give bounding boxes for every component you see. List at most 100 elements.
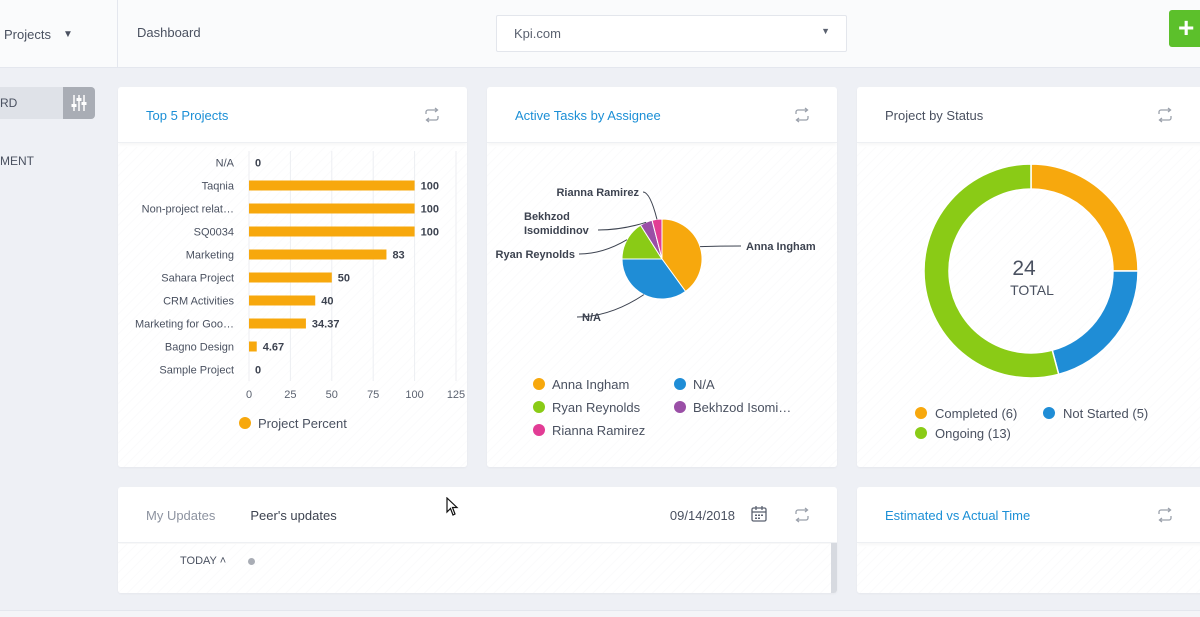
site-select[interactable]: Kpi.com ▼ xyxy=(496,15,847,52)
legend-marker[interactable] xyxy=(674,378,686,390)
bar[interactable] xyxy=(249,226,415,237)
card-title: Project by Status xyxy=(885,108,984,123)
today-label: TODAY xyxy=(180,555,217,567)
pie-slice-label: Bekhzod Isomiddinov xyxy=(524,211,590,237)
top5-bar-chart: 0 25 50 75 100 125 N/A 0 Taqnia 100 Non-project re… xyxy=(135,151,465,431)
assignee-pie-chart: Anna Ingham N/A Ryan Reynolds Bekhzod Isomid… xyxy=(496,187,816,438)
pie-leader-line xyxy=(578,239,628,255)
refresh-icon[interactable] xyxy=(423,106,441,124)
tab-my-updates[interactable]: My Updates xyxy=(146,508,216,523)
bar[interactable] xyxy=(249,249,387,260)
legend-label[interactable]: Anna Ingham xyxy=(552,377,629,392)
date-field[interactable]: 09/14/2018 xyxy=(669,508,735,523)
project-selector[interactable]: Projects ▼ xyxy=(0,0,118,68)
pie-leader-line xyxy=(576,294,645,318)
bar[interactable] xyxy=(249,295,316,306)
card-body xyxy=(857,547,1200,593)
refresh-icon[interactable] xyxy=(1156,106,1174,124)
bar[interactable] xyxy=(249,180,415,191)
legend-marker[interactable] xyxy=(533,424,545,436)
bar[interactable] xyxy=(249,272,332,283)
bar[interactable] xyxy=(249,318,306,329)
bar-value-label: 100 xyxy=(421,181,439,193)
legend-label[interactable]: Not Started (5) xyxy=(1063,406,1148,421)
bar-value-label: 4.67 xyxy=(263,342,284,354)
pie-slice-label: Ryan Reynolds xyxy=(496,249,575,261)
legend-marker[interactable] xyxy=(1043,407,1055,419)
card-body: Anna Ingham N/A Ryan Reynolds Bekhzod Isomid… xyxy=(487,147,837,467)
x-tick-label: 125 xyxy=(447,389,465,401)
sidebar-dashboard-label: RD xyxy=(0,96,18,110)
pie-slice[interactable] xyxy=(621,258,687,300)
legend-marker[interactable] xyxy=(533,378,545,390)
legend-label[interactable]: Project Percent xyxy=(258,416,347,431)
pie-slice-label: Anna Ingham xyxy=(746,241,816,253)
donut-segment[interactable] xyxy=(1051,270,1139,376)
refresh-icon[interactable] xyxy=(793,506,811,524)
tab-peers-updates[interactable]: Peer's updates xyxy=(250,508,337,523)
legend-label[interactable]: Completed (6) xyxy=(935,406,1017,421)
legend-marker[interactable] xyxy=(915,407,927,419)
bar[interactable] xyxy=(249,203,415,214)
sliders-icon[interactable] xyxy=(63,87,95,119)
pie-slice-label: Rianna Ramirez xyxy=(556,187,639,199)
bar-value-label: 100 xyxy=(421,204,439,216)
card-header: Active Tasks by Assignee xyxy=(487,87,837,143)
pie-leader-line xyxy=(700,245,742,248)
breadcrumb[interactable]: Dashboard xyxy=(137,25,201,40)
donut-segment[interactable] xyxy=(923,163,1060,379)
card-body: Completed (6) Not Started (5) Ongoing (13)… xyxy=(857,147,1200,467)
chevron-down-icon: ▼ xyxy=(62,28,73,40)
card-header: My Updates Peer's updates 09/14/2018 xyxy=(118,487,837,543)
footer-strip xyxy=(0,610,1200,617)
category-label: Sahara Project xyxy=(161,273,234,285)
category-label: Sample Project xyxy=(159,365,234,377)
project-selector-label: Projects xyxy=(4,26,51,42)
sidebar-item[interactable]: MENT xyxy=(0,154,34,168)
today-toggle[interactable]: TODAY ˄ xyxy=(180,555,226,567)
bar-value-label: 83 xyxy=(392,250,404,262)
legend-label[interactable]: Rianna Ramirez xyxy=(552,423,645,438)
donut-total-value: 24 xyxy=(1012,257,1036,280)
bar[interactable] xyxy=(249,341,257,352)
add-button[interactable]: + xyxy=(1169,10,1200,47)
x-tick-label: 25 xyxy=(284,389,296,401)
card-title[interactable]: Active Tasks by Assignee xyxy=(515,108,661,123)
category-label: Marketing for Goo… xyxy=(135,319,234,331)
scrollbar[interactable] xyxy=(831,543,837,593)
category-label: Non-project relat… xyxy=(142,204,234,216)
legend-label[interactable]: N/A xyxy=(693,377,715,392)
updates-body: TODAY ˄ xyxy=(118,544,837,593)
calendar-icon[interactable] xyxy=(750,505,768,523)
pie-slice-label: N/A xyxy=(582,312,601,324)
bar-value-label: 100 xyxy=(421,227,439,239)
chevron-up-icon: ˄ xyxy=(219,555,227,567)
card-body: 0 25 50 75 100 125 N/A 0 Taqnia 100 Non-project re… xyxy=(118,147,467,467)
active-tasks-card: Active Tasks by Assignee Anna Ingham N/A R… xyxy=(487,87,837,467)
category-label: Bagno Design xyxy=(165,342,234,354)
pie-leader-line xyxy=(597,221,647,231)
legend-marker[interactable] xyxy=(533,401,545,413)
donut-total-label: TOTAL xyxy=(1010,282,1054,298)
card-title[interactable]: Top 5 Projects xyxy=(146,108,229,123)
chevron-down-icon: ▼ xyxy=(821,26,830,36)
project-status-card: Project by Status Completed (6) Not Start… xyxy=(857,87,1200,467)
legend-marker[interactable] xyxy=(915,427,927,439)
card-header: Estimated vs Actual Time xyxy=(857,487,1200,543)
refresh-icon[interactable] xyxy=(1156,506,1174,524)
top-bar: Projects ▼ Dashboard Kpi.com ▼ + xyxy=(0,0,1200,68)
legend-label[interactable]: Ongoing (13) xyxy=(935,426,1011,441)
legend-marker[interactable] xyxy=(239,417,251,429)
legend-label[interactable]: Bekhzod Isomi… xyxy=(693,400,791,415)
sidebar-dashboard-item[interactable]: RD xyxy=(0,87,95,119)
refresh-icon[interactable] xyxy=(793,106,811,124)
legend-marker[interactable] xyxy=(674,401,686,413)
bar-value-label: 50 xyxy=(338,273,350,285)
donut-segment[interactable] xyxy=(1030,163,1139,272)
legend-label[interactable]: Ryan Reynolds xyxy=(552,400,641,415)
card-header: Top 5 Projects xyxy=(118,87,467,143)
card-title[interactable]: Estimated vs Actual Time xyxy=(885,508,1031,523)
pie-leader-line xyxy=(642,191,658,220)
x-tick-label: 50 xyxy=(326,389,338,401)
category-label: Marketing xyxy=(186,250,234,262)
